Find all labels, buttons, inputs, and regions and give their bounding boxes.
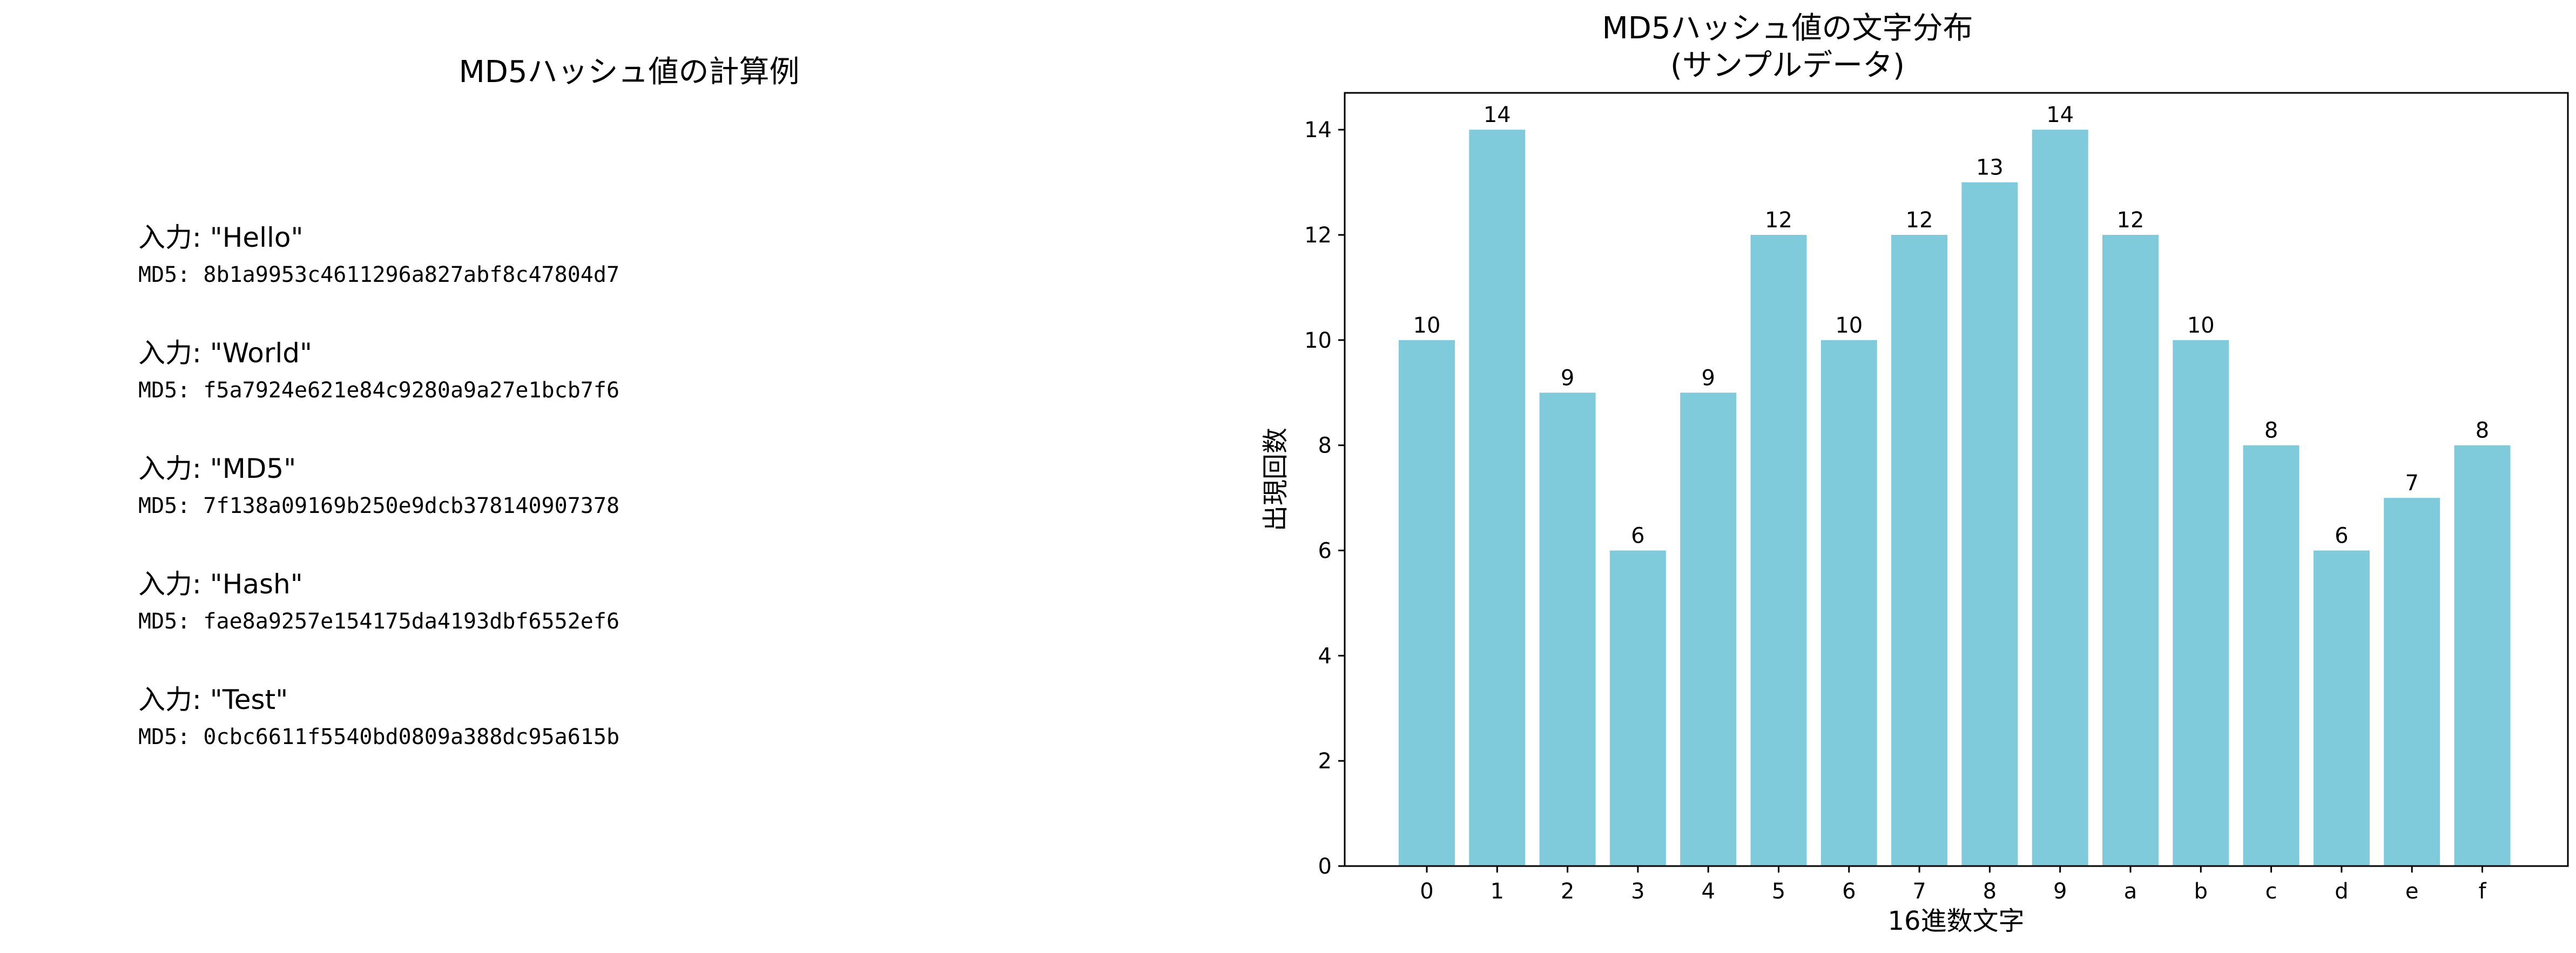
x-tick-label-5: 5 — [1772, 879, 1785, 904]
bar-value-label-6: 10 — [1835, 313, 1863, 338]
bar-series: 10 14 9 6 9 12 10 12 13 14 12 10 8 6 7 8 — [1399, 103, 2511, 867]
bar-value-label-c: 8 — [2264, 418, 2278, 443]
bar-value-label-4: 9 — [1701, 366, 1715, 390]
example-input: 入力: "Hello" — [138, 222, 304, 253]
y-tick-label-10: 10 — [1304, 328, 1332, 353]
bar-value-label-0: 10 — [1413, 313, 1441, 338]
x-tick-label-7: 7 — [1912, 879, 1926, 904]
chart-title-line-2: (サンプルデータ) — [1670, 48, 1905, 83]
y-tick-label-14: 14 — [1304, 118, 1332, 143]
bar-value-label-8: 13 — [1976, 156, 2004, 180]
bar-7 — [1891, 235, 1948, 867]
bar-value-label-a: 12 — [2117, 208, 2145, 233]
example-hash: MD5: 7f138a09169b250e9dcb378140907378 — [138, 494, 620, 518]
bar-c — [2243, 445, 2299, 866]
bar-6 — [1820, 340, 1877, 866]
example-input: 入力: "Test" — [138, 684, 288, 715]
bar-value-label-d: 6 — [2335, 524, 2348, 549]
x-tick-label-e: e — [2405, 879, 2419, 904]
x-axis: 0 1 2 3 4 5 6 7 8 9 a b c d e f — [1420, 866, 2486, 904]
bar-value-label-b: 10 — [2187, 313, 2215, 338]
x-tick-label-3: 3 — [1631, 879, 1644, 904]
bar-b — [2173, 340, 2229, 866]
x-tick-label-f: f — [2478, 879, 2486, 904]
bar-2 — [1539, 393, 1596, 866]
y-tick-label-4: 4 — [1318, 644, 1332, 668]
example-input: 入力: "Hash" — [138, 569, 303, 600]
x-tick-label-4: 4 — [1701, 879, 1715, 904]
x-tick-label-a: a — [2124, 879, 2137, 904]
y-tick-label-12: 12 — [1304, 223, 1332, 248]
x-tick-label-2: 2 — [1561, 879, 1574, 904]
example-hash: MD5: fae8a9257e154175da4193dbf6552ef6 — [138, 609, 620, 634]
bar-9 — [2032, 130, 2088, 867]
bar-value-label-1: 14 — [1483, 103, 1511, 127]
example-hash: MD5: 8b1a9953c4611296a827abf8c47804d7 — [138, 262, 620, 287]
example-hash: MD5: f5a7924e621e84c9280a9a27e1bcb7f6 — [138, 378, 620, 403]
bar-1 — [1469, 130, 1526, 867]
bar-0 — [1399, 340, 1455, 866]
example-input: 入力: "World" — [138, 337, 313, 369]
bar-5 — [1750, 235, 1807, 867]
bar-value-label-5: 12 — [1765, 208, 1792, 233]
bar-value-label-7: 12 — [1906, 208, 1933, 233]
x-tick-label-0: 0 — [1420, 879, 1433, 904]
x-tick-label-1: 1 — [1491, 879, 1504, 904]
plot-frame — [1344, 92, 2569, 867]
chart-title-line-1: MD5ハッシュ値の文字分布 — [1602, 11, 1973, 46]
x-tick-label-b: b — [2194, 879, 2208, 904]
bar-e — [2384, 498, 2440, 866]
bar-value-label-2: 9 — [1561, 366, 1574, 390]
example-hash: MD5: 0cbc6611f5540bd0809a388dc95a615b — [138, 725, 620, 749]
x-tick-label-c: c — [2265, 879, 2277, 904]
x-axis-label: 16進数文字 — [1887, 906, 2024, 936]
bar-value-label-3: 6 — [1631, 524, 1644, 549]
x-tick-label-8: 8 — [1983, 879, 1997, 904]
x-tick-label-d: d — [2335, 879, 2348, 904]
bar-value-label-9: 14 — [2046, 103, 2074, 127]
x-tick-label-9: 9 — [2053, 879, 2067, 904]
bar-d — [2313, 550, 2370, 866]
bar-value-label-e: 7 — [2405, 471, 2418, 496]
x-tick-label-6: 6 — [1842, 879, 1856, 904]
example-input: 入力: "MD5" — [138, 453, 296, 484]
bar-a — [2102, 235, 2159, 867]
y-tick-label-0: 0 — [1318, 854, 1332, 879]
y-tick-label-8: 8 — [1318, 434, 1332, 458]
y-axis-label: 出現回数 — [1260, 428, 1291, 531]
bar-value-label-f: 8 — [2476, 418, 2489, 443]
y-tick-label-6: 6 — [1318, 539, 1332, 564]
bar-f — [2454, 445, 2511, 866]
y-tick-label-2: 2 — [1318, 749, 1332, 774]
bar-4 — [1680, 393, 1737, 866]
left-panel-title: MD5ハッシュ値の計算例 — [458, 55, 800, 90]
y-axis: 0 2 4 6 8 10 12 14 — [1304, 118, 1345, 879]
bar-3 — [1609, 550, 1666, 866]
bar-8 — [1961, 182, 2018, 866]
